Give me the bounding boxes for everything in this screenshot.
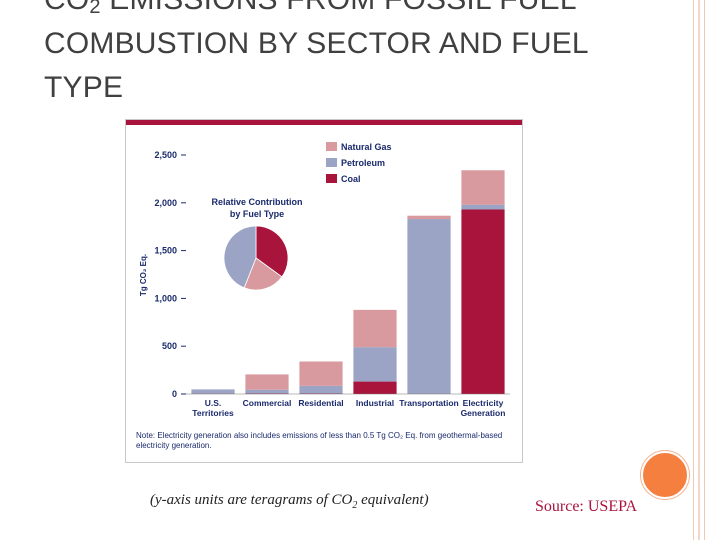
bar-segment [353,347,397,382]
chart-frame: 0 500 1,000 1,500 2,000 2,500 Tg CO₂ Eq. U.S. Te… [125,119,523,463]
chart-note: Note: Electricity generation also includ… [136,431,502,440]
bar-segment [191,389,235,394]
x-tick-label: U.S. [205,398,222,408]
x-tick-label: Generation [461,408,506,418]
stacked-bar-chart: 0 500 1,000 1,500 2,000 2,500 Tg CO₂ Eq. U.S.Te… [136,142,510,450]
slide-border-line [704,0,705,540]
bar-segment [245,374,289,390]
bar-segment [461,170,505,205]
y-tick-label: 500 [162,341,177,351]
pie-slice [223,225,257,289]
bar-segment [299,385,343,394]
x-tick-label: Commercial [243,398,292,408]
pie-slice [243,257,283,291]
decorative-circle [641,451,689,499]
bar-segment [461,204,505,210]
slide-border-line [698,0,700,540]
slide-border-line [693,0,694,540]
pie-title: Relative Contribution [211,197,302,207]
legend-swatch [326,174,337,183]
x-tick-label: Residential [298,398,343,408]
chart-note: electricity generation. [136,441,212,450]
legend-label: Coal [341,174,361,184]
pie-title: by Fuel Type [230,209,284,219]
y-axis-label: Tg CO₂ Eq. [139,254,148,296]
x-tick-label: Electricity [463,398,504,408]
legend-swatch [326,142,337,151]
chart-caption: (y-axis units are teragrams of CO2 equiv… [150,492,429,511]
legend-label: Natural Gas [341,142,392,152]
bar-segment [407,219,451,394]
source-label: Source: USEPA [535,498,638,515]
bar-segment [299,361,343,386]
bar-segment [245,389,289,394]
x-tick-label: Industrial [356,398,394,408]
y-tick-label: 1,500 [154,246,177,256]
bar-segment [461,209,505,394]
x-tick-label: Transportation [399,398,459,408]
bar-segment [353,309,397,348]
slide-title: CO2 EMISSIONS FROM FOSSIL FUEL COMBUSTIO… [44,0,588,104]
y-tick-label: 2,500 [154,150,177,160]
chart-top-bar [126,120,522,125]
legend-label: Petroleum [341,158,385,168]
x-tick-label: Territories [192,408,234,418]
legend-swatch [326,158,337,167]
y-tick-label: 2,000 [154,198,177,208]
bar-segment [353,381,397,394]
y-tick-label: 1,000 [154,293,177,303]
bar-segment [407,215,451,220]
y-tick-label: 0 [172,389,177,399]
pie-slice [255,225,289,278]
